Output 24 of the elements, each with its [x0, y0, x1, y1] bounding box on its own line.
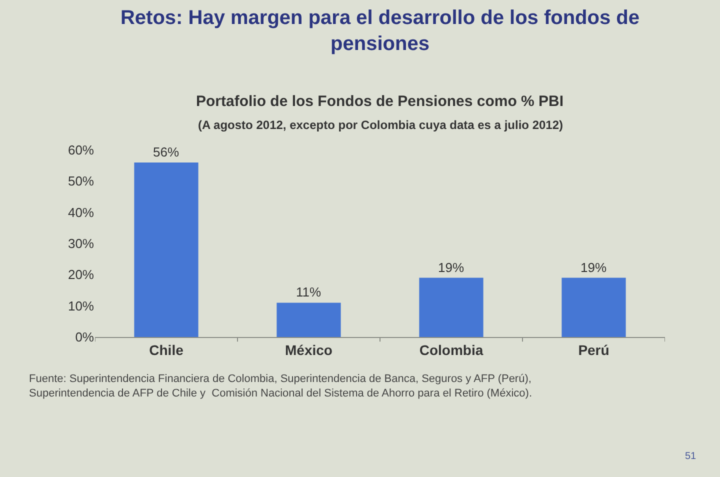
data-label: 11%	[296, 284, 322, 300]
source-note: Fuente: Superintendencia Financiera de Colombia, Superintendencia de Banca, Seguros y AFP (Perú), Superintendencia de AFP de Chile y Comisión Nacional del Sistema de Ahorro para el Retiro (México).	[29, 373, 532, 400]
text: (A agosto 2012, excepto por Colombia cuya data es a julio 2012)	[198, 118, 564, 132]
text: 51	[685, 451, 697, 462]
bar	[134, 162, 198, 337]
bar	[276, 302, 341, 337]
x-tick-label: Colombia	[419, 342, 484, 358]
data-label: 19%	[580, 260, 607, 275]
y-tick-label: 40%	[68, 204, 94, 220]
y-tick-label: 10%	[68, 298, 94, 314]
y-tick-label: 20%	[68, 267, 94, 282]
chart-subtitle: Portafolio de los Fondos de Pensiones como % PBI	[196, 93, 564, 110]
data-label: 56%	[153, 144, 180, 160]
x-tick-label: México	[285, 342, 332, 358]
data-label: 19%	[438, 260, 464, 275]
y-tick-label: 50%	[68, 174, 94, 189]
bar	[419, 278, 484, 337]
y-tick-label: 30%	[68, 236, 94, 252]
y-tick-label: 0%	[75, 330, 94, 345]
y-tick-label: 60%	[68, 142, 94, 158]
chart-title: Retos: Hay margen para el desarrollo de los fondos de pensiones	[120, 6, 640, 55]
x-tick-label: Chile	[149, 342, 184, 358]
x-tick-label: Perú	[578, 342, 610, 358]
bar	[562, 278, 626, 337]
